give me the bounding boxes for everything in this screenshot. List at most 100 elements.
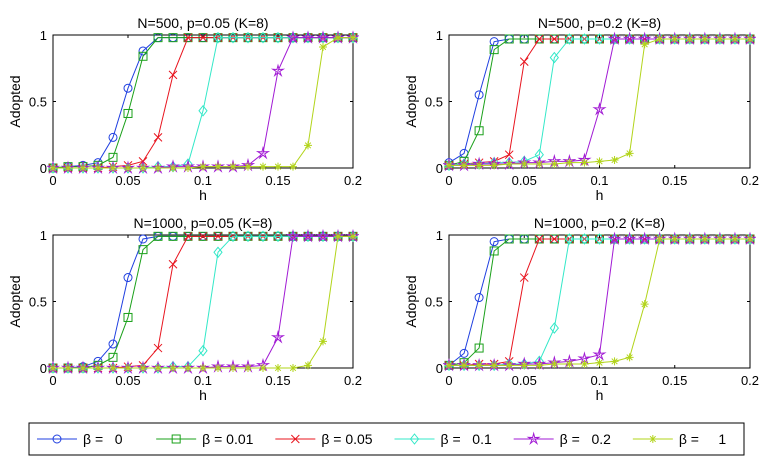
x-axis-label: h (199, 187, 207, 203)
data-point (622, 231, 637, 246)
data-point (474, 293, 484, 303)
x-axis-label: h (596, 187, 604, 203)
data-point (549, 322, 559, 334)
data-point (79, 364, 87, 372)
data-point (607, 231, 622, 246)
data-point (349, 33, 357, 42)
data-point (198, 344, 208, 357)
data-point (505, 361, 514, 370)
data-point (610, 357, 619, 366)
data-point (594, 233, 605, 245)
data-point (228, 230, 238, 243)
data-point (474, 90, 484, 100)
data-point (258, 230, 268, 243)
data-point (580, 360, 589, 369)
data-point (489, 237, 499, 247)
data-point (123, 312, 133, 322)
data-point (168, 259, 178, 269)
data-point (730, 234, 739, 243)
data-point (255, 145, 271, 160)
data-point (153, 343, 163, 353)
data-point (79, 164, 87, 172)
data-point (594, 33, 605, 45)
subplot-3: N=1000, p=0.05 (K=8) 0 0.05 0.1 0.15 0.2 0 0.5 1… (7, 215, 362, 403)
data-point (273, 230, 283, 243)
data-point (595, 157, 604, 166)
data-point (746, 234, 754, 243)
data-point (505, 160, 514, 169)
data-point (199, 162, 207, 171)
data-point (315, 30, 331, 44)
x-tick-label: 0.2 (344, 173, 362, 188)
data-point (259, 364, 267, 372)
data-point (610, 156, 619, 165)
data-point (504, 234, 514, 244)
data-point (474, 126, 484, 136)
data-point (153, 133, 163, 142)
data-point (670, 234, 679, 243)
data-point (124, 364, 132, 372)
data-point (138, 245, 148, 255)
data-point (746, 34, 754, 43)
y-tick-label: 0.5 (425, 295, 443, 310)
y-tick-label: 0 (40, 161, 47, 176)
data-point (138, 234, 148, 244)
subplot-title: N=500, p=0.2 (K=8) (538, 15, 661, 31)
data-point (349, 232, 357, 241)
legend-label: β = 0 (83, 431, 123, 447)
y-tick-label: 0.5 (29, 95, 47, 110)
data-point (168, 231, 178, 241)
x-axis-label: h (596, 387, 604, 403)
data-point (168, 33, 178, 43)
legend-item: β = 0.01 (156, 431, 254, 447)
data-point (334, 232, 342, 241)
legend-marker-icon (171, 434, 181, 444)
data-point (519, 273, 529, 282)
data-point (94, 164, 102, 172)
data-point (123, 83, 133, 93)
data-point (49, 164, 57, 172)
y-tick-label: 0 (40, 361, 47, 376)
data-point (520, 361, 529, 370)
data-point (289, 162, 297, 171)
data-point (445, 161, 453, 170)
x-tick-label: 0.1 (590, 173, 608, 188)
data-point (549, 34, 559, 44)
data-point (213, 31, 223, 44)
data-point (213, 231, 223, 241)
series-6 (445, 34, 754, 170)
legend-item: β = 1 (632, 431, 726, 447)
subplot-1: N=500, p=0.05 (K=8) 0 0.05 0.1 0.15 0.2 0 0.5 1 h… (7, 15, 362, 203)
x-tick-label: 0.15 (662, 373, 687, 388)
data-point (139, 164, 147, 172)
data-point (565, 158, 574, 167)
data-point (490, 161, 499, 170)
legend-marker-icon (52, 434, 62, 444)
data-point (198, 231, 208, 241)
data-point (108, 132, 118, 142)
x-tick-label: 0.2 (741, 173, 759, 188)
data-point (289, 364, 297, 372)
y-tick-label: 1 (40, 228, 47, 243)
x-tick-label: 0 (445, 173, 452, 188)
data-point (685, 34, 694, 43)
data-point (243, 31, 253, 44)
subplot-4: N=1000, p=0.2 (K=8) 0 0.05 0.1 0.15 0.2 0 0.5 1 h… (403, 215, 759, 403)
data-point (153, 231, 163, 241)
x-tick-label: 0.1 (590, 373, 608, 388)
data-point (592, 347, 607, 361)
subplot-2: N=500, p=0.2 (K=8) 0 0.05 0.1 0.15 0.2 0 0.5 1 h A… (403, 15, 759, 203)
data-point (300, 30, 316, 44)
data-point (535, 160, 544, 169)
data-point (564, 233, 575, 245)
data-point (258, 31, 268, 44)
data-point (229, 162, 237, 171)
data-point (169, 164, 177, 172)
x-tick-label: 0.1 (194, 373, 212, 388)
data-point (504, 34, 514, 44)
data-point (640, 40, 649, 49)
data-point (139, 364, 147, 372)
data-point (198, 105, 208, 117)
legend-marker-icon (409, 433, 420, 445)
data-point (198, 33, 208, 43)
